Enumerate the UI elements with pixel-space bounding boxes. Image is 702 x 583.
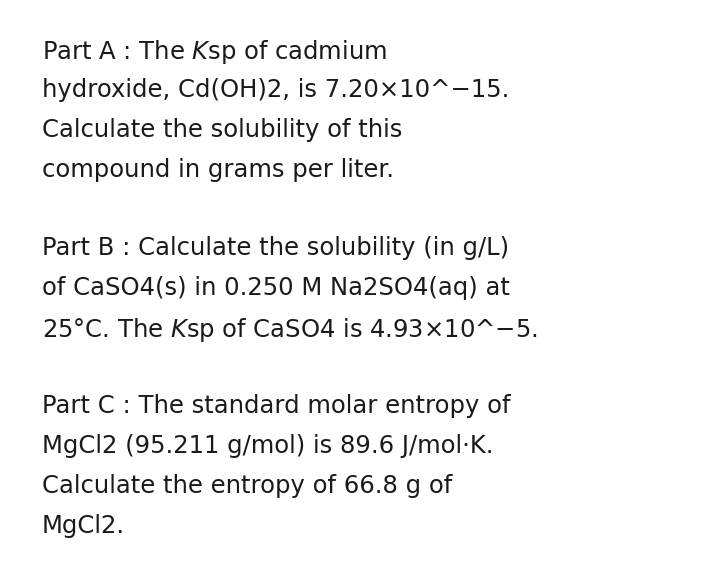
- Text: compound in grams per liter.: compound in grams per liter.: [42, 158, 394, 182]
- Text: of CaSO4(s) in 0.250 M Na2SO4(aq) at: of CaSO4(s) in 0.250 M Na2SO4(aq) at: [42, 276, 510, 300]
- Text: Calculate the solubility of this: Calculate the solubility of this: [42, 118, 402, 142]
- Text: MgCl2 (95.211 g/mol) is 89.6 J/mol·K.: MgCl2 (95.211 g/mol) is 89.6 J/mol·K.: [42, 434, 494, 458]
- Text: hydroxide, Cd(OH)2, is 7.20×10^−15.: hydroxide, Cd(OH)2, is 7.20×10^−15.: [42, 78, 510, 102]
- Text: Part A : The $\mathit{K}$sp of cadmium: Part A : The $\mathit{K}$sp of cadmium: [42, 38, 388, 66]
- Text: Part B : Calculate the solubility (in g/L): Part B : Calculate the solubility (in g/…: [42, 236, 509, 260]
- Text: 25°C. The $\mathit{K}$sp of CaSO4 is 4.93×10^−5.: 25°C. The $\mathit{K}$sp of CaSO4 is 4.9…: [42, 316, 538, 344]
- Text: Calculate the entropy of 66.8 g of: Calculate the entropy of 66.8 g of: [42, 474, 452, 498]
- Text: Part C : The standard molar entropy of: Part C : The standard molar entropy of: [42, 394, 510, 418]
- Text: MgCl2.: MgCl2.: [42, 514, 125, 538]
